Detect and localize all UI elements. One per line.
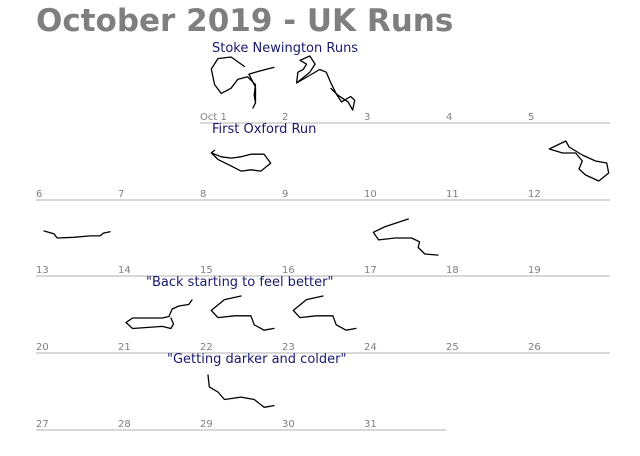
run-route-map[interactable] xyxy=(210,149,272,172)
day-label: 27 xyxy=(36,419,49,430)
run-title: "Getting darker and colder" xyxy=(167,352,346,367)
day-label: 20 xyxy=(36,342,49,353)
day-label: 19 xyxy=(528,265,541,276)
day-label: 11 xyxy=(446,189,459,200)
day-label: 14 xyxy=(118,265,131,276)
day-label: 2 xyxy=(282,112,288,123)
run-route-map[interactable] xyxy=(372,218,439,256)
day-label: 9 xyxy=(282,189,288,200)
run-route-map[interactable] xyxy=(210,295,275,331)
day-label: 6 xyxy=(36,189,42,200)
run-title: "Back starting to feel better" xyxy=(146,275,333,290)
day-label: Oct 1 xyxy=(200,112,227,123)
day-label: 24 xyxy=(364,342,377,353)
day-label: 13 xyxy=(36,265,49,276)
day-label: 12 xyxy=(528,189,541,200)
day-label: 3 xyxy=(364,112,370,123)
day-label: 15 xyxy=(200,265,213,276)
run-route-map[interactable] xyxy=(43,230,111,239)
run-route-map[interactable] xyxy=(210,56,275,109)
run-route-map[interactable] xyxy=(548,140,610,182)
day-label: 26 xyxy=(528,342,541,353)
day-label: 22 xyxy=(200,342,213,353)
day-label: 18 xyxy=(446,265,459,276)
day-label: 30 xyxy=(282,419,295,430)
run-route-map[interactable] xyxy=(207,374,275,408)
day-label: 4 xyxy=(446,112,452,123)
run-title: First Oxford Run xyxy=(212,122,316,137)
day-label: 16 xyxy=(282,265,295,276)
day-label: 28 xyxy=(118,419,131,430)
run-route-map[interactable] xyxy=(295,55,356,111)
day-label: 21 xyxy=(118,342,131,353)
day-label: 29 xyxy=(200,419,213,430)
day-label: 10 xyxy=(364,189,377,200)
day-label: 31 xyxy=(364,419,377,430)
day-label: 7 xyxy=(118,189,124,200)
page-title: October 2019 - UK Runs xyxy=(36,3,454,39)
run-route-map[interactable] xyxy=(292,295,357,331)
run-route-map[interactable] xyxy=(125,299,193,330)
day-label: 17 xyxy=(364,265,377,276)
day-label: 5 xyxy=(528,112,534,123)
day-label: 25 xyxy=(446,342,459,353)
day-label: 8 xyxy=(200,189,206,200)
day-label: 23 xyxy=(282,342,295,353)
run-title: Stoke Newington Runs xyxy=(212,41,358,56)
